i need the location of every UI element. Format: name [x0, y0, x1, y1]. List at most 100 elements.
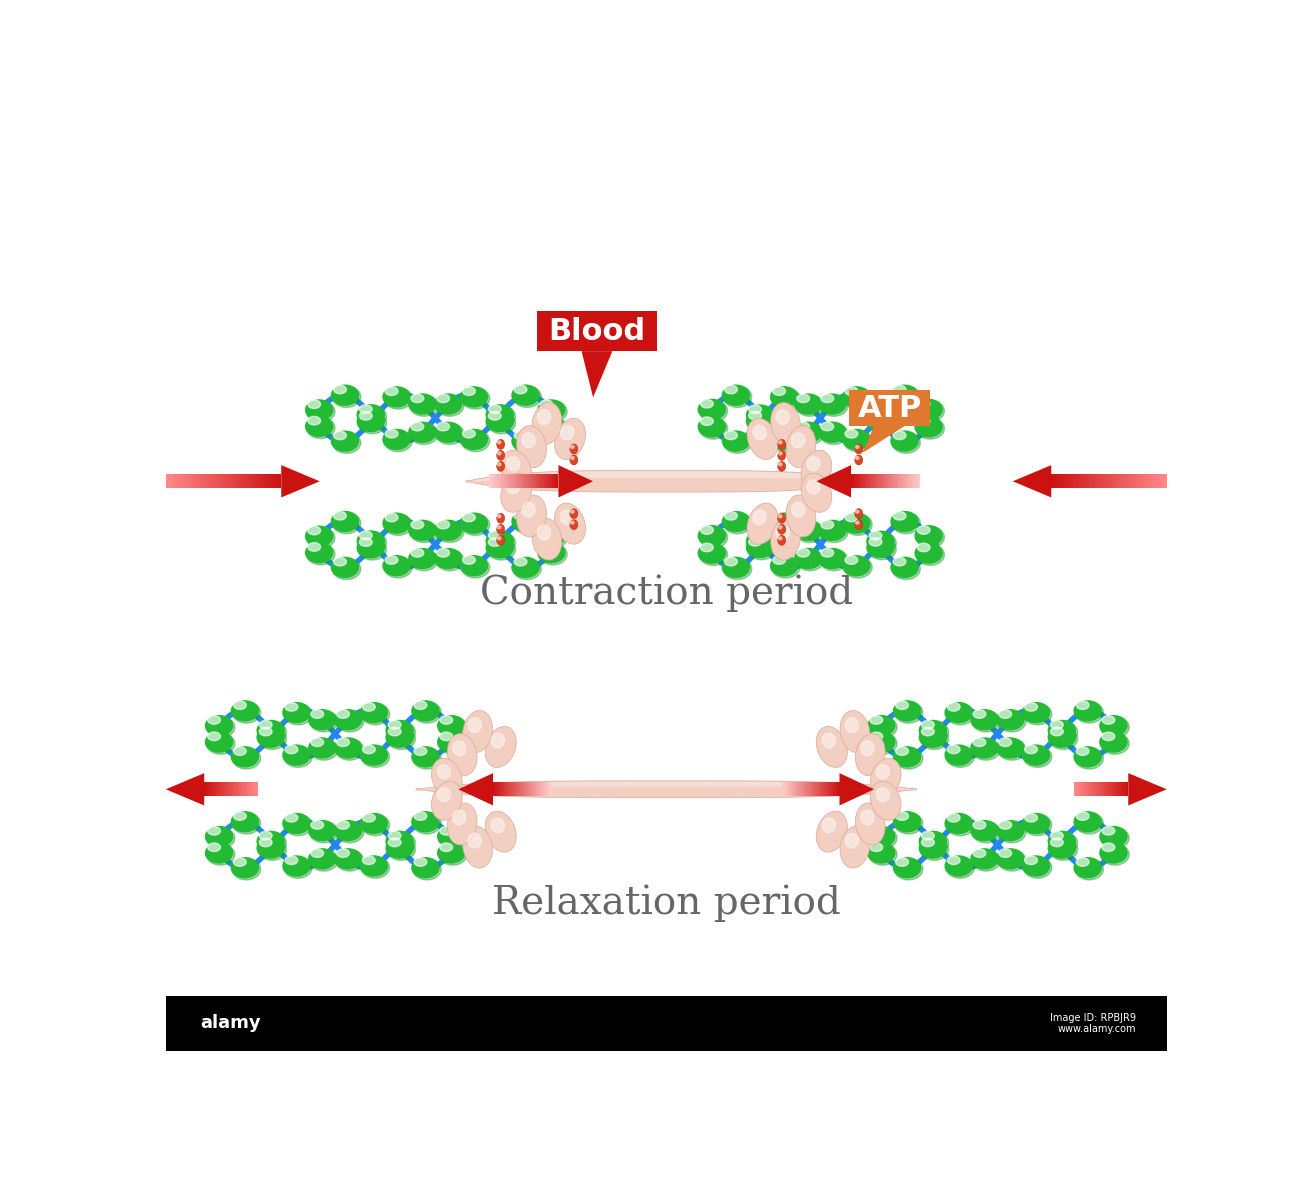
Ellipse shape — [1022, 744, 1050, 765]
Ellipse shape — [699, 418, 728, 439]
Ellipse shape — [914, 526, 942, 547]
Ellipse shape — [870, 758, 901, 797]
Ellipse shape — [438, 717, 467, 738]
Ellipse shape — [384, 430, 412, 451]
Ellipse shape — [205, 842, 233, 863]
Ellipse shape — [819, 521, 848, 542]
Ellipse shape — [205, 731, 233, 752]
Ellipse shape — [998, 710, 1011, 718]
Bar — [1083, 475, 1085, 488]
Ellipse shape — [359, 405, 372, 413]
Bar — [1157, 475, 1158, 488]
Ellipse shape — [722, 385, 750, 406]
Bar — [1057, 475, 1058, 488]
Ellipse shape — [996, 820, 1024, 841]
Ellipse shape — [489, 411, 502, 420]
Ellipse shape — [382, 513, 411, 534]
Bar — [247, 475, 250, 488]
Ellipse shape — [944, 855, 972, 876]
Bar — [208, 475, 209, 488]
Bar — [1147, 475, 1148, 488]
Polygon shape — [1013, 465, 1052, 497]
Ellipse shape — [360, 744, 389, 765]
Ellipse shape — [208, 716, 221, 724]
Ellipse shape — [779, 452, 783, 455]
Ellipse shape — [796, 549, 824, 570]
Bar — [227, 475, 229, 488]
Ellipse shape — [948, 703, 961, 711]
Bar — [1052, 475, 1053, 488]
Bar — [274, 475, 276, 488]
Polygon shape — [459, 774, 493, 805]
Ellipse shape — [462, 387, 490, 409]
Ellipse shape — [333, 386, 361, 407]
Ellipse shape — [560, 510, 573, 524]
Bar — [176, 475, 177, 488]
Bar — [212, 475, 214, 488]
Bar — [1113, 475, 1114, 488]
Bar — [1104, 475, 1105, 488]
Ellipse shape — [771, 514, 800, 535]
Ellipse shape — [854, 444, 863, 454]
Ellipse shape — [1075, 813, 1104, 834]
Bar — [1097, 475, 1098, 488]
Ellipse shape — [868, 843, 897, 866]
Ellipse shape — [746, 404, 775, 426]
Ellipse shape — [844, 387, 872, 409]
Ellipse shape — [439, 732, 452, 740]
Ellipse shape — [411, 521, 424, 529]
Ellipse shape — [411, 394, 424, 403]
Ellipse shape — [463, 430, 476, 438]
Bar — [276, 475, 277, 488]
Ellipse shape — [998, 821, 1011, 829]
Ellipse shape — [876, 788, 889, 802]
Bar — [252, 475, 254, 488]
Ellipse shape — [408, 422, 437, 443]
Bar — [1128, 475, 1130, 488]
Ellipse shape — [786, 425, 816, 468]
Ellipse shape — [699, 544, 728, 566]
Ellipse shape — [337, 821, 350, 829]
Ellipse shape — [359, 537, 372, 547]
Ellipse shape — [234, 700, 246, 710]
Ellipse shape — [944, 702, 972, 723]
Bar — [1058, 475, 1059, 488]
Ellipse shape — [283, 857, 312, 879]
Ellipse shape — [411, 423, 424, 431]
Ellipse shape — [436, 394, 464, 416]
Ellipse shape — [384, 387, 412, 409]
Bar — [1105, 475, 1106, 488]
Ellipse shape — [822, 733, 836, 748]
Ellipse shape — [854, 455, 863, 465]
Ellipse shape — [439, 843, 452, 852]
Ellipse shape — [840, 826, 870, 868]
Bar — [1144, 475, 1145, 488]
Ellipse shape — [334, 848, 363, 869]
Ellipse shape — [698, 399, 727, 420]
Polygon shape — [1128, 774, 1167, 805]
Bar — [244, 475, 246, 488]
Ellipse shape — [537, 526, 551, 540]
Ellipse shape — [920, 722, 949, 743]
Ellipse shape — [335, 822, 364, 843]
Ellipse shape — [485, 811, 516, 853]
Ellipse shape — [438, 843, 467, 866]
Ellipse shape — [308, 709, 337, 730]
Ellipse shape — [971, 849, 1000, 872]
Ellipse shape — [452, 810, 465, 826]
Ellipse shape — [385, 387, 398, 396]
Ellipse shape — [891, 385, 919, 406]
Ellipse shape — [746, 411, 775, 432]
Ellipse shape — [308, 527, 321, 535]
Bar — [1080, 475, 1082, 488]
Ellipse shape — [870, 405, 881, 413]
Bar — [1161, 475, 1162, 488]
Ellipse shape — [555, 503, 585, 544]
Ellipse shape — [818, 548, 846, 569]
Text: Contraction period: Contraction period — [480, 574, 853, 612]
Bar — [1130, 475, 1132, 488]
Ellipse shape — [845, 387, 858, 396]
Ellipse shape — [411, 811, 439, 833]
Ellipse shape — [948, 856, 961, 864]
Ellipse shape — [438, 828, 467, 849]
